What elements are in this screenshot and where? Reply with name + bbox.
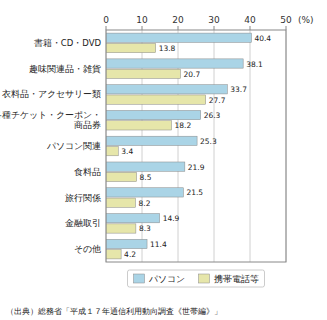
bar bbox=[106, 250, 121, 259]
bars bbox=[106, 33, 251, 259]
data-label: 20.7 bbox=[184, 70, 201, 79]
legend-swatch bbox=[134, 274, 145, 283]
bar bbox=[106, 214, 160, 223]
category-label-line: 旅行関係 bbox=[65, 193, 101, 203]
bar bbox=[106, 147, 118, 156]
category-label: 各種チケット・クーポン・商品券 bbox=[0, 110, 101, 130]
tick bbox=[250, 26, 251, 30]
data-label: 33.7 bbox=[230, 85, 247, 94]
data-label: 21.5 bbox=[186, 188, 203, 197]
data-label: 38.1 bbox=[246, 60, 263, 69]
category-label-line: 各種チケット・クーポン・ bbox=[0, 110, 101, 120]
category-label: 金融取引 bbox=[65, 218, 101, 228]
category-label-line: 趣味関連品・雑貨 bbox=[29, 64, 101, 74]
legend-swatch bbox=[199, 274, 210, 283]
bar bbox=[106, 121, 172, 130]
category-label-line: 衣料品・アクセサリー類 bbox=[2, 89, 101, 99]
category-label: 趣味関連品・雑貨 bbox=[29, 64, 101, 74]
tick-label: 0 bbox=[103, 15, 109, 25]
data-label: 3.4 bbox=[121, 147, 133, 156]
data-label: 8.3 bbox=[139, 224, 151, 233]
legend: パソコン 携帯電話等 bbox=[134, 274, 259, 284]
source-note: （出典）総務省「平成１７年通信利用動向調査《世帯編》」 bbox=[6, 307, 222, 316]
bar bbox=[106, 162, 185, 171]
category-label-line: 書籍・CD・DVD bbox=[34, 38, 102, 48]
data-label: 27.7 bbox=[209, 96, 226, 105]
chart: 0 10 20 30 40 50 (%) 40.4 13.8 38.1 20.7 33.7 27.7 26… bbox=[0, 0, 327, 320]
plot-frame bbox=[106, 30, 286, 262]
bar bbox=[106, 85, 227, 94]
legend-label: 携帯電話等 bbox=[214, 274, 259, 284]
bar bbox=[106, 239, 147, 248]
tick bbox=[106, 26, 107, 30]
bar bbox=[106, 224, 136, 233]
bar bbox=[106, 172, 137, 181]
tick bbox=[214, 26, 215, 30]
data-label: 21.9 bbox=[188, 163, 205, 172]
data-labels: 40.4 13.8 38.1 20.7 33.7 27.7 26.3 18.2 25.3 3.4 2… bbox=[121, 34, 271, 260]
tick-label: 30 bbox=[208, 15, 220, 25]
legend-item: 携帯電話等 bbox=[199, 274, 259, 284]
axis-label: (%) bbox=[298, 15, 314, 25]
category-label: パソコン関連 bbox=[46, 141, 101, 151]
bar bbox=[106, 95, 206, 104]
tick-label: 50 bbox=[280, 15, 292, 25]
bar bbox=[106, 198, 136, 207]
data-label: 8.2 bbox=[139, 199, 151, 208]
data-label: 13.8 bbox=[159, 44, 176, 53]
legend-item: パソコン bbox=[134, 274, 185, 284]
legend-label: パソコン bbox=[148, 274, 185, 284]
tick-label: 20 bbox=[172, 15, 184, 25]
category-label-line: 食料品 bbox=[74, 167, 101, 177]
bar bbox=[106, 110, 201, 119]
bar bbox=[106, 136, 197, 145]
bar bbox=[106, 33, 251, 42]
data-label: 4.2 bbox=[124, 250, 136, 259]
tick bbox=[286, 26, 287, 30]
data-label: 11.4 bbox=[150, 240, 167, 249]
category-label-line: パソコン関連 bbox=[46, 141, 101, 151]
bar bbox=[106, 59, 243, 68]
bar bbox=[106, 188, 183, 197]
bar bbox=[106, 43, 156, 52]
tick-label: 10 bbox=[136, 15, 148, 25]
data-label: 26.3 bbox=[204, 111, 221, 120]
tick-label: 40 bbox=[244, 15, 256, 25]
category-label: その他 bbox=[74, 244, 101, 254]
category-label-line: その他 bbox=[74, 244, 101, 254]
category-label-line: 商品券 bbox=[74, 120, 101, 130]
data-label: 40.4 bbox=[254, 34, 271, 43]
category-label: 衣料品・アクセサリー類 bbox=[2, 89, 101, 99]
category-label-line: 金融取引 bbox=[65, 218, 101, 228]
data-label: 25.3 bbox=[200, 137, 217, 146]
tick bbox=[178, 26, 179, 30]
data-label: 8.5 bbox=[140, 173, 152, 182]
category-label: 書籍・CD・DVD bbox=[34, 38, 102, 48]
legend-frame bbox=[128, 270, 265, 287]
category-label: 食料品 bbox=[74, 167, 101, 177]
category-label: 旅行関係 bbox=[65, 193, 101, 203]
data-label: 18.2 bbox=[175, 121, 192, 130]
tick bbox=[142, 26, 143, 30]
data-label: 14.9 bbox=[163, 214, 180, 223]
bar bbox=[106, 69, 181, 78]
